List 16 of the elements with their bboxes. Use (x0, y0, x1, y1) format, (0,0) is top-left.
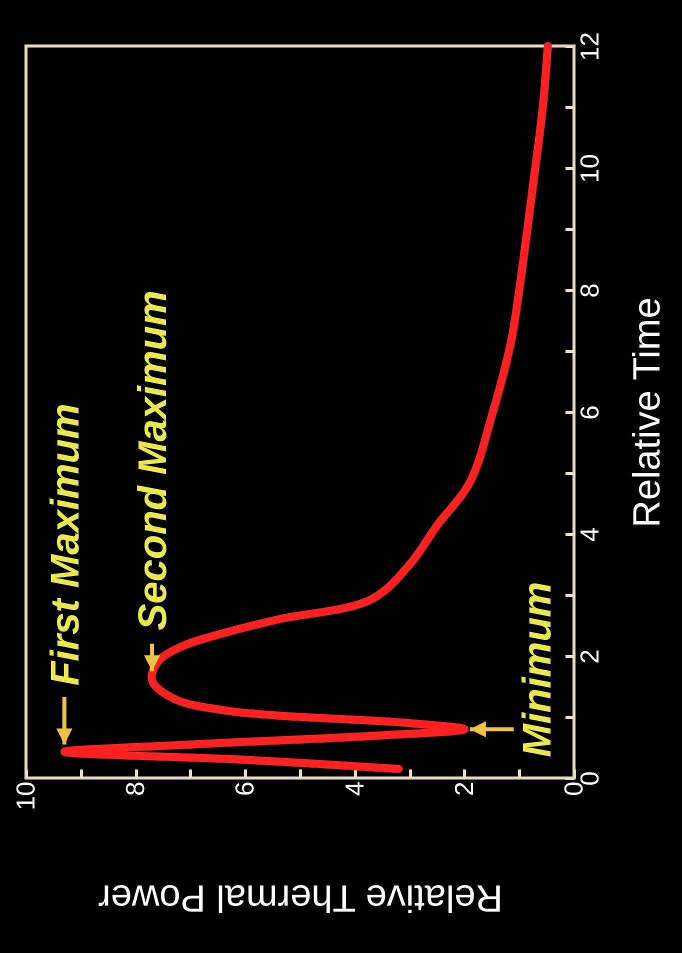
y-tick-label: 10 (574, 154, 604, 183)
annotation: First Maximum (43, 403, 88, 686)
x-tick-label: 6 (230, 782, 260, 796)
x-tick-label: 2 (448, 782, 479, 796)
x-tick-label: 10 (10, 782, 40, 810)
y-tick-label: 4 (574, 527, 604, 542)
y-tick-label: 2 (574, 649, 604, 664)
annotation: Second Maximum (131, 290, 176, 630)
x-tick-label: 8 (120, 782, 150, 796)
y-tick-label: 6 (574, 405, 604, 420)
annotation: Minimum (515, 582, 560, 758)
y-axis-title: Relative Time (626, 297, 668, 528)
y-tick-label: 8 (574, 283, 604, 298)
y-tick-label: 12 (574, 32, 604, 61)
x-tick-label: 4 (339, 782, 370, 796)
x-axis-title: Relative Thermal Power (98, 876, 503, 918)
